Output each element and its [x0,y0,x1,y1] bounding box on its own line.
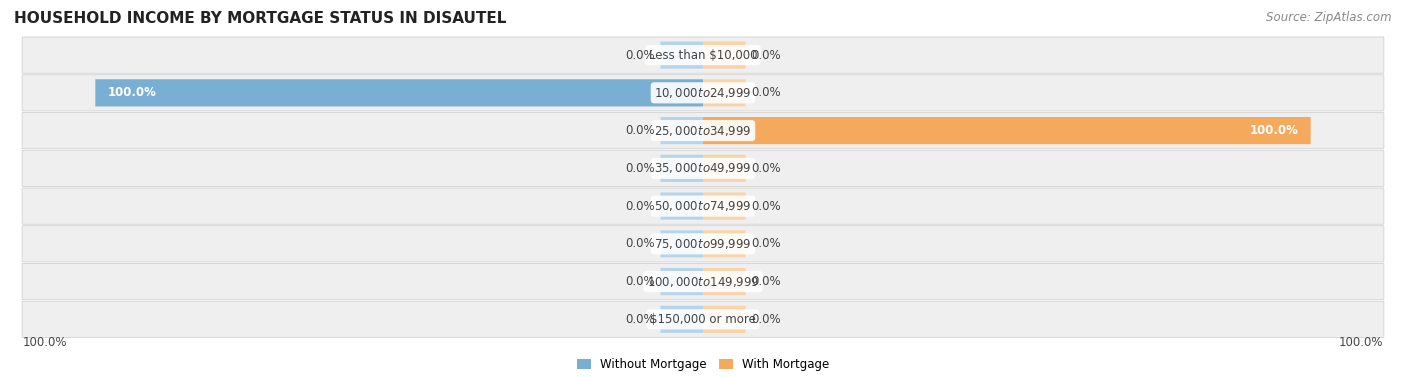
FancyBboxPatch shape [703,268,745,295]
FancyBboxPatch shape [22,301,1384,337]
FancyBboxPatch shape [661,155,703,182]
FancyBboxPatch shape [661,117,703,144]
Text: 0.0%: 0.0% [624,162,654,175]
Text: $75,000 to $99,999: $75,000 to $99,999 [654,237,752,251]
Text: $50,000 to $74,999: $50,000 to $74,999 [654,199,752,213]
Text: 0.0%: 0.0% [624,313,654,326]
Text: 0.0%: 0.0% [752,49,782,61]
FancyBboxPatch shape [703,41,745,69]
FancyBboxPatch shape [22,112,1384,149]
FancyBboxPatch shape [661,230,703,257]
Text: Less than $10,000: Less than $10,000 [648,49,758,61]
FancyBboxPatch shape [703,306,745,333]
Text: 0.0%: 0.0% [752,238,782,250]
FancyBboxPatch shape [703,230,745,257]
Text: $25,000 to $34,999: $25,000 to $34,999 [654,124,752,138]
FancyBboxPatch shape [22,226,1384,262]
Text: 0.0%: 0.0% [752,275,782,288]
FancyBboxPatch shape [22,264,1384,300]
FancyBboxPatch shape [703,79,745,106]
FancyBboxPatch shape [22,188,1384,224]
Text: 0.0%: 0.0% [624,238,654,250]
Text: HOUSEHOLD INCOME BY MORTGAGE STATUS IN DISAUTEL: HOUSEHOLD INCOME BY MORTGAGE STATUS IN D… [14,11,506,26]
Text: 100.0%: 100.0% [1339,336,1384,348]
FancyBboxPatch shape [661,306,703,333]
Text: 100.0%: 100.0% [1250,124,1299,137]
Text: 0.0%: 0.0% [624,199,654,213]
Text: $10,000 to $24,999: $10,000 to $24,999 [654,86,752,100]
Text: $150,000 or more: $150,000 or more [650,313,756,326]
Text: 0.0%: 0.0% [752,313,782,326]
Text: 0.0%: 0.0% [624,124,654,137]
FancyBboxPatch shape [22,150,1384,187]
FancyBboxPatch shape [22,75,1384,111]
FancyBboxPatch shape [661,193,703,220]
FancyBboxPatch shape [703,193,745,220]
Text: 0.0%: 0.0% [752,199,782,213]
Legend: Without Mortgage, With Mortgage: Without Mortgage, With Mortgage [572,353,834,375]
Text: 100.0%: 100.0% [22,336,67,348]
FancyBboxPatch shape [96,79,703,106]
FancyBboxPatch shape [22,37,1384,73]
Text: $100,000 to $149,999: $100,000 to $149,999 [647,274,759,289]
FancyBboxPatch shape [703,117,1310,144]
Text: 0.0%: 0.0% [752,162,782,175]
Text: 0.0%: 0.0% [624,275,654,288]
FancyBboxPatch shape [661,41,703,69]
FancyBboxPatch shape [703,155,745,182]
Text: 0.0%: 0.0% [752,86,782,100]
FancyBboxPatch shape [661,268,703,295]
Text: 100.0%: 100.0% [107,86,156,100]
Text: $35,000 to $49,999: $35,000 to $49,999 [654,161,752,175]
Text: 0.0%: 0.0% [624,49,654,61]
Text: Source: ZipAtlas.com: Source: ZipAtlas.com [1267,11,1392,24]
